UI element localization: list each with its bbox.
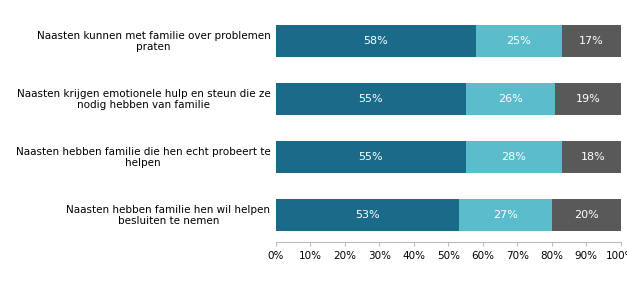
Text: 20%: 20%	[574, 210, 599, 220]
Bar	[276, 199, 458, 231]
Bar	[458, 199, 552, 231]
Text: 17%: 17%	[579, 36, 604, 46]
Bar	[556, 83, 621, 115]
Text: 18%: 18%	[581, 152, 606, 162]
Bar	[276, 25, 476, 57]
Text: 53%: 53%	[355, 210, 379, 220]
Text: 27%: 27%	[493, 210, 518, 220]
Bar	[476, 25, 562, 57]
Text: 26%: 26%	[498, 94, 523, 104]
Bar	[552, 199, 621, 231]
Bar	[562, 141, 624, 173]
Bar	[562, 25, 621, 57]
Bar	[276, 141, 465, 173]
Text: 55%: 55%	[359, 94, 383, 104]
Text: 25%: 25%	[507, 36, 531, 46]
Bar	[276, 83, 465, 115]
Bar	[465, 83, 556, 115]
Text: 58%: 58%	[364, 36, 388, 46]
Text: 19%: 19%	[576, 94, 600, 104]
Text: 55%: 55%	[359, 152, 383, 162]
Text: 28%: 28%	[502, 152, 526, 162]
Bar	[465, 141, 562, 173]
